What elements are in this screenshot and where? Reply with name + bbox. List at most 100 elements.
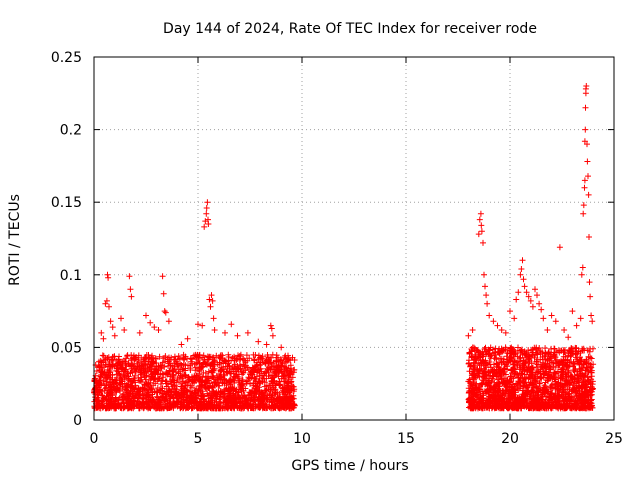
data-point xyxy=(479,377,486,384)
data-point xyxy=(205,221,212,227)
data-point xyxy=(555,395,562,401)
data-point xyxy=(588,369,595,376)
data-point xyxy=(480,239,486,246)
data-point xyxy=(580,202,587,209)
data-point xyxy=(556,347,563,354)
data-point xyxy=(118,315,124,322)
data-point xyxy=(251,356,258,363)
data-point xyxy=(127,390,134,397)
data-point xyxy=(537,361,544,368)
data-point xyxy=(203,373,210,380)
x-tick-label: 10 xyxy=(293,431,311,447)
data-point xyxy=(239,376,246,383)
data-point xyxy=(103,384,110,391)
data-point xyxy=(268,325,275,332)
data-point xyxy=(581,347,588,354)
data-point xyxy=(203,404,210,411)
data-point xyxy=(258,368,265,375)
data-point xyxy=(127,398,134,404)
data-point xyxy=(580,400,587,407)
data-point xyxy=(217,373,223,380)
data-point xyxy=(564,356,571,363)
data-point xyxy=(171,353,178,360)
data-point xyxy=(144,381,150,388)
data-point xyxy=(477,210,484,217)
data-point xyxy=(194,372,200,379)
data-point xyxy=(528,381,535,387)
data-point xyxy=(273,364,280,371)
data-point xyxy=(512,387,519,394)
data-point xyxy=(269,399,276,406)
data-point xyxy=(234,373,241,380)
data-point xyxy=(571,367,578,374)
x-tick-label: 5 xyxy=(194,431,203,447)
data-point xyxy=(232,388,239,395)
data-point xyxy=(571,361,578,368)
data-point xyxy=(512,395,519,401)
data-point xyxy=(182,365,189,372)
data-point xyxy=(209,397,216,404)
data-point xyxy=(160,371,167,378)
data-point xyxy=(565,368,572,375)
data-point xyxy=(533,364,540,370)
chart-title: Day 144 of 2024, Rate Of TEC Index for r… xyxy=(163,21,537,37)
data-point xyxy=(192,387,199,394)
data-point xyxy=(222,357,228,364)
data-point xyxy=(574,371,581,378)
data-point xyxy=(565,395,572,402)
data-point xyxy=(588,312,595,319)
data-point xyxy=(268,359,274,366)
data-point xyxy=(520,360,527,367)
data-point xyxy=(283,394,290,401)
data-point xyxy=(151,324,158,331)
data-point xyxy=(520,276,527,283)
data-point xyxy=(219,352,226,359)
data-point xyxy=(501,361,508,368)
data-point xyxy=(98,329,105,336)
data-point xyxy=(260,391,267,398)
data-point xyxy=(104,373,110,380)
data-point xyxy=(195,321,201,328)
data-point xyxy=(106,303,112,310)
data-point xyxy=(113,365,120,371)
data-point xyxy=(249,405,256,411)
data-point xyxy=(561,349,568,355)
data-point xyxy=(226,378,233,385)
data-point xyxy=(203,210,210,217)
data-point xyxy=(182,353,189,360)
data-point xyxy=(516,385,523,392)
data-point xyxy=(155,367,162,373)
y-tick-label: 0.05 xyxy=(51,340,82,356)
data-point xyxy=(465,390,472,396)
data-point xyxy=(217,355,224,362)
data-point xyxy=(585,173,591,180)
data-point xyxy=(244,329,251,336)
data-point xyxy=(189,378,196,385)
data-point xyxy=(179,375,186,382)
data-point xyxy=(493,381,500,388)
data-point xyxy=(507,308,513,315)
data-point xyxy=(529,346,536,353)
data-point xyxy=(500,366,507,373)
data-point xyxy=(160,290,167,297)
data-point xyxy=(197,364,204,371)
data-point xyxy=(120,358,127,365)
data-point xyxy=(168,354,175,361)
data-point xyxy=(203,205,210,211)
data-point xyxy=(115,368,122,375)
data-point xyxy=(547,354,554,360)
data-point xyxy=(234,404,241,411)
data-point xyxy=(522,351,529,358)
data-point xyxy=(470,389,477,396)
data-point xyxy=(483,292,490,299)
data-point xyxy=(476,216,483,223)
data-point xyxy=(267,322,274,329)
data-point xyxy=(102,300,109,307)
y-tick-label: 0.15 xyxy=(51,195,82,211)
data-point xyxy=(146,364,153,371)
data-point xyxy=(471,386,478,393)
data-point xyxy=(123,355,129,362)
x-tick-label: 15 xyxy=(397,431,415,447)
data-point xyxy=(180,356,187,363)
data-point xyxy=(502,390,509,397)
